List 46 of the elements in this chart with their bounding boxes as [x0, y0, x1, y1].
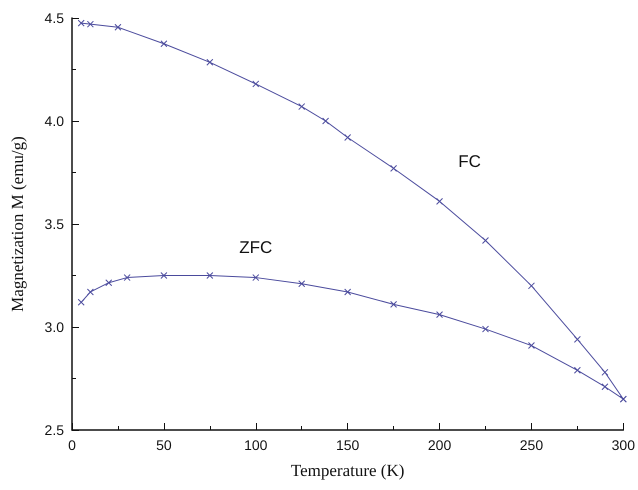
- x-tick-label: 250: [520, 437, 544, 453]
- point: [528, 282, 535, 290]
- point: [482, 326, 489, 333]
- point: [160, 272, 168, 279]
- point: [86, 288, 94, 296]
- x-tick-label: 150: [336, 437, 360, 453]
- y-tick-label: 4.0: [44, 113, 64, 129]
- x-tick-label: 0: [68, 437, 76, 453]
- point: [390, 300, 398, 308]
- point: [390, 164, 398, 172]
- point: [436, 198, 444, 205]
- x-axis-title: Temperature (K): [290, 461, 404, 480]
- point: [105, 279, 112, 286]
- point: [574, 336, 581, 343]
- x-tick-label: 300: [612, 437, 636, 453]
- series-label: FC: [458, 152, 481, 171]
- point: [482, 236, 489, 244]
- point: [124, 274, 131, 282]
- point: [252, 80, 260, 88]
- point: [528, 342, 535, 350]
- y-tick-label: 2.5: [44, 422, 64, 438]
- point: [298, 103, 306, 110]
- y-tick-label: 4.5: [44, 10, 64, 26]
- point: [344, 288, 352, 296]
- x-tick-label: 50: [156, 437, 172, 453]
- point: [160, 40, 168, 48]
- point: [252, 274, 260, 282]
- y-tick-label: 3.0: [44, 319, 64, 335]
- point: [78, 298, 85, 306]
- point: [322, 118, 330, 124]
- y-axis-title: Magnetization M (emu/g): [8, 136, 27, 312]
- point: [601, 368, 608, 376]
- point: [574, 366, 581, 374]
- point: [114, 24, 122, 31]
- point: [206, 58, 214, 66]
- point: [206, 272, 214, 279]
- point: [86, 20, 94, 28]
- x-tick-label: 200: [428, 437, 452, 453]
- point: [436, 311, 444, 318]
- point: [298, 280, 306, 288]
- y-tick-label: 3.5: [44, 216, 64, 232]
- x-tick-label: 100: [244, 437, 268, 453]
- point: [344, 134, 352, 141]
- point: [78, 20, 85, 27]
- point: [601, 383, 608, 390]
- series-label: ZFC: [239, 238, 272, 258]
